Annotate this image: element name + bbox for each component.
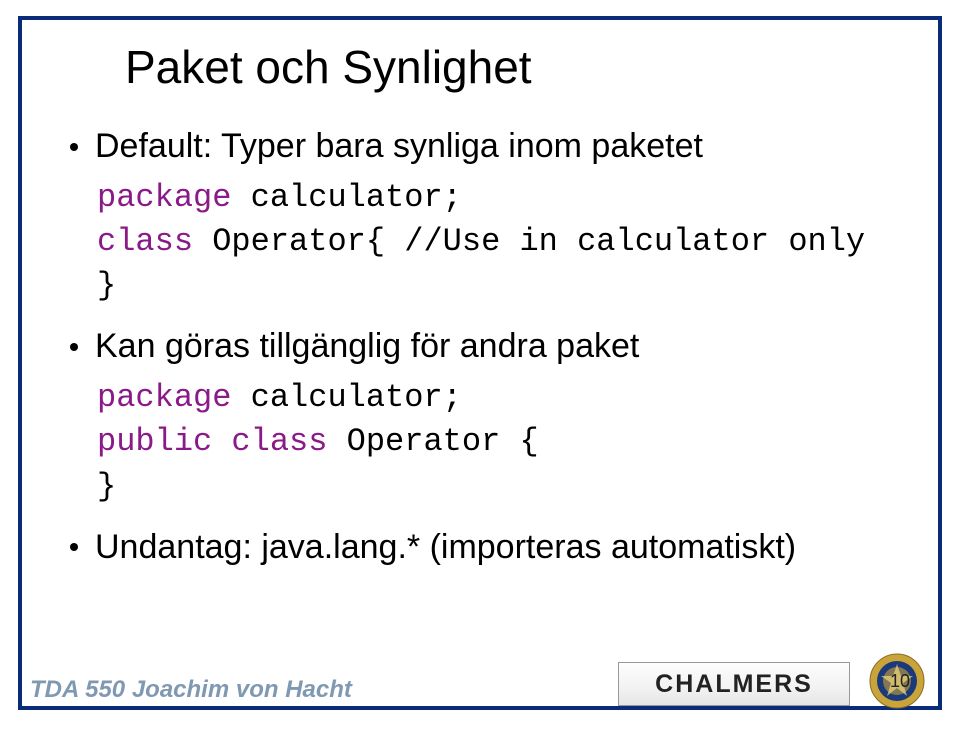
bullet-2: Kan göras tillgänglig för andra paket: [65, 324, 915, 370]
page-number: 10: [890, 671, 910, 692]
slide-content: Paket och Synlighet Default: Typer bara …: [65, 40, 915, 577]
chalmers-logo-text: CHALMERS: [655, 670, 813, 699]
code-text: Operator{ //Use in calculator only: [193, 223, 865, 260]
bullet-list-3: Undantag: java.lang.* (importeras automa…: [65, 525, 915, 571]
bullet-list: Default: Typer bara synliga inom paketet: [65, 124, 915, 170]
keyword-public: public: [97, 423, 212, 460]
keyword-class: class: [97, 223, 193, 260]
code-text: calculator;: [231, 179, 461, 216]
code-block-1: package calculator; class Operator{ //Us…: [97, 176, 915, 308]
chalmers-logo: CHALMERS: [618, 662, 850, 706]
code-block-2: package calculator; public class Operato…: [97, 376, 915, 508]
code-text: }: [97, 267, 116, 304]
keyword-class: class: [212, 423, 327, 460]
code-text: }: [97, 468, 116, 505]
keyword-package: package: [97, 179, 231, 216]
bullet-1: Default: Typer bara synliga inom paketet: [65, 124, 915, 170]
footer-course: TDA 550 Joachim von Hacht: [30, 676, 352, 704]
slide-title: Paket och Synlighet: [125, 40, 915, 94]
code-text: Operator {: [327, 423, 538, 460]
keyword-package: package: [97, 379, 231, 416]
bullet-list-2: Kan göras tillgänglig för andra paket: [65, 324, 915, 370]
slide: Paket och Synlighet Default: Typer bara …: [0, 0, 960, 734]
bullet-3: Undantag: java.lang.* (importeras automa…: [65, 525, 915, 571]
code-text: calculator;: [231, 379, 461, 416]
